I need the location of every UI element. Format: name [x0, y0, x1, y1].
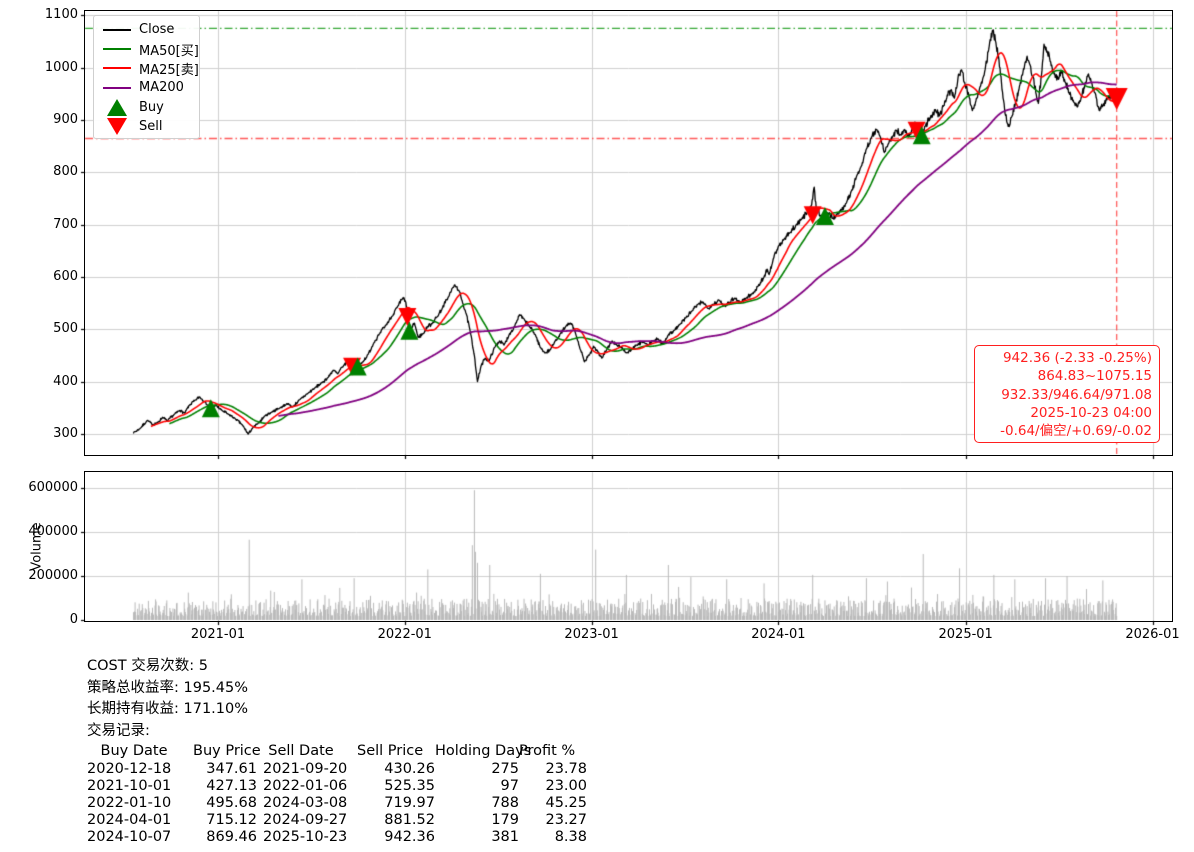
table-cell: 427.13 [206, 777, 257, 794]
summary-strategy-return: 策略总收益率: 195.45% [87, 679, 249, 696]
price-ytick-300: 300 [53, 426, 78, 442]
header-cell: Profit % [519, 743, 576, 760]
table-row: 2020-12-18 347.61 2021-09-20 430.26 275 23.78 [87, 761, 587, 778]
table-cell: 275 [491, 760, 519, 777]
price-ytick-500: 500 [53, 321, 78, 337]
summary-block: COST 交易次数: 5 策略总收益率: 195.45% 长期持有收益: 171… [87, 656, 587, 847]
volume-ytick-200000: 200000 [28, 568, 78, 583]
sell-marker-icon [107, 118, 127, 136]
table-cell: 495.68 [206, 794, 257, 811]
table-cell: 23.00 [545, 777, 587, 794]
volume-ytick-600000: 600000 [28, 480, 78, 495]
trades-table: Buy Date Buy Price Sell Date Sell Price Hold… [87, 743, 587, 846]
legend-line-swatch [103, 48, 131, 51]
summary-trades-title: 交易记录: [87, 722, 150, 739]
legend-item-close: Close [102, 20, 199, 39]
table-cell: 23.27 [545, 812, 587, 829]
table-row: 2021-10-01 427.13 2022-01-06 525.35 97 23.00 [87, 778, 587, 795]
annotation-line-1: 942.36 (-2.33 -0.25%) [1002, 350, 1152, 366]
price-ytick-600: 600 [53, 269, 78, 285]
table-cell: 788 [491, 794, 519, 811]
annotation-line-2: 864.83~1075.15 [1037, 368, 1152, 385]
summary-holding-return: 长期持有收益: 171.10% [87, 701, 249, 718]
annotation-line-5: -0.64/偏空/+0.69/-0.02 [1000, 423, 1152, 440]
table-cell: 430.26 [384, 760, 435, 777]
table-cell: 179 [491, 812, 519, 829]
table-cell: 2021-10-01 [87, 777, 172, 794]
table-cell: 2024-10-07 [87, 829, 172, 846]
table-row: 2022-01-10 495.68 2024-03-08 719.97 788 45.25 [87, 795, 587, 812]
table-cell: 942.36 [384, 829, 435, 846]
price-ytick-700: 700 [53, 216, 78, 232]
header-cell: Sell Price [357, 743, 424, 760]
annotation-line-4: 2025-10-23 04:00 [1030, 404, 1152, 421]
legend-item-buy: Buy [102, 98, 199, 117]
table-cell: 525.35 [384, 777, 435, 794]
trades-table-header: Buy Date Buy Price Sell Date Sell Price Hold… [87, 743, 587, 760]
price-ytick-400: 400 [53, 373, 78, 389]
table-cell: 2024-03-08 [263, 794, 348, 811]
annotation-line-3: 932.33/946.64/971.08 [1001, 386, 1152, 403]
table-cell: 881.52 [384, 812, 435, 829]
table-row: 2024-04-01 715.12 2024-09-27 881.52 179 23.27 [87, 812, 587, 829]
legend-line-swatch [103, 67, 131, 70]
table-cell: 2025-10-23 [263, 829, 348, 846]
xtick-2024-01: 2024-01 [751, 627, 806, 642]
xtick-2023-01: 2023-01 [564, 627, 619, 642]
table-cell: 2020-12-18 [87, 760, 172, 777]
table-cell: 347.61 [206, 760, 257, 777]
table-cell: 869.46 [206, 829, 257, 846]
legend-label: Buy [139, 99, 164, 115]
xtick-2026-01: 2026-01 [1125, 627, 1180, 642]
price-ytick-1000: 1000 [44, 59, 78, 75]
summary-trades-count: COST 交易次数: 5 [87, 658, 208, 674]
legend-label: Close [139, 22, 175, 38]
table-row: 2024-10-07 869.46 2025-10-23 942.36 381 8.38 [87, 829, 587, 846]
xtick-2025-01: 2025-01 [938, 627, 993, 642]
legend-line-swatch [103, 28, 131, 31]
legend-label: MA50[买] [139, 43, 199, 59]
table-cell: 45.25 [545, 794, 587, 811]
legend-item-ma50-: MA50[买] [102, 39, 199, 59]
legend-line-swatch [103, 86, 131, 89]
table-cell: 8.38 [554, 829, 587, 846]
price-ytick-900: 900 [53, 112, 78, 128]
xtick-2021-01: 2021-01 [190, 627, 246, 642]
header-cell: Buy Date [100, 743, 168, 760]
table-cell: 2024-09-27 [263, 812, 348, 829]
volume-ytick-0: 0 [69, 612, 78, 627]
xtick-2022-01: 2022-01 [377, 627, 432, 642]
table-cell: 2024-04-01 [87, 812, 172, 829]
volume-ytick-400000: 400000 [28, 524, 78, 539]
legend-item-sell: Sell [102, 117, 199, 136]
price-ytick-800: 800 [53, 164, 78, 180]
legend-item-ma25-: MA25[卖] [102, 59, 199, 78]
legend-label: MA200 [139, 80, 184, 96]
table-cell: 2021-09-20 [263, 760, 348, 777]
header-cell: Sell Date [268, 743, 334, 760]
price-annotation-box: 942.36 (-2.33 -0.25%) 864.83~1075.15 932.3… [974, 345, 1160, 444]
price-ytick-1100: 1100 [44, 7, 78, 23]
table-cell: 381 [491, 829, 519, 846]
legend: Close MA50[买] MA25[卖] MA200 Buy Sell [93, 15, 200, 140]
header-cell: Holding Days [435, 743, 532, 760]
legend-label: Sell [139, 119, 163, 135]
table-cell: 2022-01-10 [87, 794, 172, 811]
legend-label: MA25[卖] [139, 62, 199, 78]
table-cell: 715.12 [206, 812, 257, 829]
legend-item-ma200: MA200 [102, 78, 199, 97]
header-cell: Buy Price [193, 743, 261, 760]
table-cell: 719.97 [384, 794, 435, 811]
table-cell: 97 [500, 777, 519, 794]
table-cell: 2022-01-06 [263, 777, 348, 794]
volume-axis-label: Volume [29, 522, 45, 571]
table-cell: 23.78 [545, 760, 587, 777]
buy-marker-icon [107, 98, 127, 116]
